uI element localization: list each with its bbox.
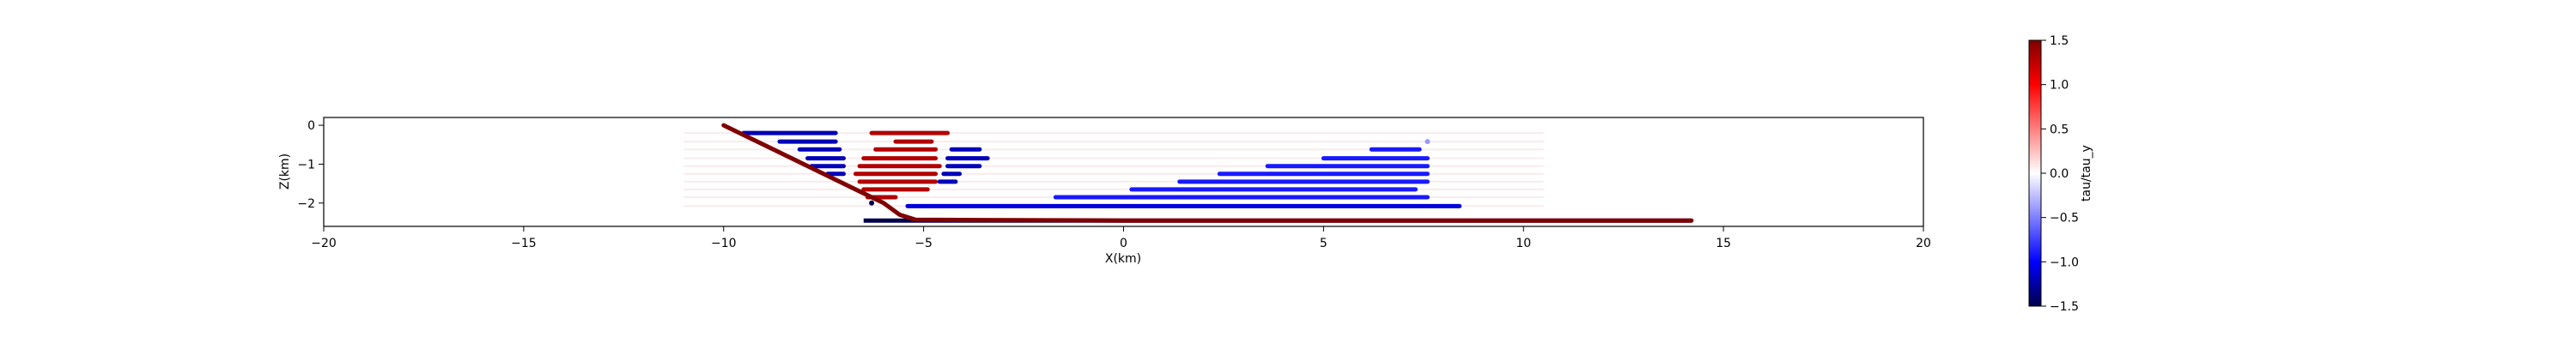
x-tick-label: −5 — [914, 237, 933, 250]
x-axis-ticks: −20 −15 −10 −5 0 5 10 15 20 — [311, 226, 1931, 250]
colorbar-label: tau/tau_y — [2080, 145, 2093, 202]
x-tick-label: −10 — [711, 237, 737, 250]
x-tick-label: −15 — [511, 237, 537, 250]
colorbar: 1.5 1.0 0.5 0.0 −0.5 −1.0 −1.5 tau/tau_y — [2028, 34, 2093, 314]
data-layer — [683, 123, 1694, 223]
colorbar-tick-label: −1.0 — [2050, 256, 2079, 269]
y-axis-ticks: 0 −1 −2 — [297, 119, 324, 211]
x-tick-label: 20 — [1916, 237, 1931, 250]
x-tick-label: −20 — [311, 237, 337, 250]
colorbar-tick-label: 0.5 — [2050, 123, 2069, 136]
y-tick-label: 0 — [307, 119, 315, 133]
isolated-point-1 — [869, 200, 875, 206]
x-tick-label: 10 — [1516, 237, 1531, 250]
colorbar-tick-label: 1.5 — [2050, 34, 2069, 48]
plot-area: −20 −15 −10 −5 0 5 10 15 20 0 −1 −2 X(km) Z(km) — [278, 117, 1931, 266]
y-tick-label: −1 — [297, 158, 315, 172]
x-tick-label: 0 — [1120, 237, 1127, 250]
fault-trace — [721, 123, 1694, 223]
colorbar-tick-label: −1.5 — [2050, 300, 2079, 314]
colorbar-tick-label: −0.5 — [2050, 212, 2079, 226]
x-tick-label: 5 — [1320, 237, 1327, 250]
colorbar-ticks: 1.5 1.0 0.5 0.0 −0.5 −1.0 −1.5 — [2041, 34, 2079, 314]
colorbar-tick-label: 1.0 — [2050, 79, 2069, 93]
y-tick-label: −2 — [297, 197, 315, 211]
x-axis-label: X(km) — [1105, 252, 1141, 266]
isolated-point-0 — [1425, 139, 1431, 145]
colorbar-tick-label: 0.0 — [2050, 167, 2069, 181]
x-tick-label: 15 — [1716, 237, 1731, 250]
y-axis-label: Z(km) — [278, 153, 292, 190]
colorbar-gradient — [2028, 39, 2042, 307]
